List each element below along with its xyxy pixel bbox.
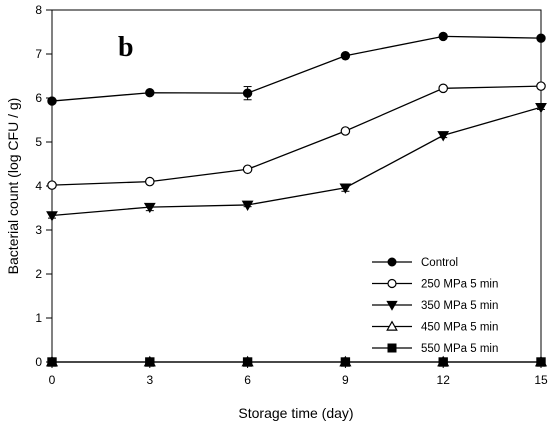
data-point bbox=[387, 278, 397, 289]
legend-label: 350 MPa 5 min bbox=[421, 300, 498, 312]
data-point bbox=[340, 51, 351, 61]
legend-label: 550 MPa 5 min bbox=[421, 343, 498, 355]
data-point bbox=[437, 131, 450, 142]
data-point bbox=[242, 357, 253, 367]
y-axis-title: Bacterial count (log CFU / g) bbox=[5, 98, 21, 275]
data-point bbox=[241, 200, 254, 211]
y-tick-label: 1 bbox=[35, 311, 42, 325]
data-point bbox=[535, 102, 547, 114]
series bbox=[46, 102, 547, 222]
x-tick-label: 12 bbox=[437, 373, 451, 387]
data-point bbox=[438, 83, 448, 94]
legend-item: 550 MPa 5 min bbox=[372, 343, 498, 355]
x-tick-label: 15 bbox=[534, 373, 548, 387]
x-tick-label: 6 bbox=[244, 373, 251, 387]
data-point bbox=[340, 357, 351, 367]
series-line bbox=[51, 35, 542, 102]
series bbox=[47, 357, 546, 367]
legend-item: 250 MPa 5 min bbox=[372, 279, 498, 291]
y-tick-label: 7 bbox=[35, 47, 42, 61]
y-tick-label: 3 bbox=[35, 223, 42, 237]
legend-item: Control bbox=[372, 257, 458, 269]
x-tick-label: 3 bbox=[146, 373, 153, 387]
legend-label: Control bbox=[421, 257, 458, 269]
y-tick-label: 0 bbox=[35, 355, 42, 369]
data-point bbox=[339, 183, 352, 194]
data-point bbox=[387, 343, 397, 353]
legend-label: 450 MPa 5 min bbox=[421, 322, 498, 334]
data-point bbox=[242, 164, 253, 175]
y-tick-label: 4 bbox=[35, 179, 42, 193]
data-point bbox=[386, 320, 398, 331]
data-point bbox=[46, 211, 58, 222]
y-tick-label: 5 bbox=[35, 135, 42, 149]
data-point bbox=[47, 180, 57, 190]
panel-label: b bbox=[118, 32, 134, 63]
data-point bbox=[340, 126, 351, 136]
data-point bbox=[536, 81, 546, 91]
legend-item: 350 MPa 5 min bbox=[372, 300, 498, 312]
data-point bbox=[47, 96, 57, 106]
data-point bbox=[536, 33, 546, 43]
series bbox=[47, 81, 546, 190]
series-line bbox=[51, 106, 542, 217]
series bbox=[47, 31, 546, 106]
data-point bbox=[387, 257, 397, 267]
data-point bbox=[438, 357, 448, 367]
data-point bbox=[536, 357, 546, 367]
legend-item: 450 MPa 5 min bbox=[372, 320, 498, 334]
series-line bbox=[51, 85, 542, 186]
legend: Control 250 MPa 5 min 350 MPa 5 min 450 MPa… bbox=[372, 257, 498, 355]
data-point bbox=[145, 88, 155, 98]
series-group bbox=[45, 31, 548, 367]
data-point bbox=[386, 300, 398, 311]
y-tick-label: 2 bbox=[35, 267, 42, 281]
x-tick-label: 0 bbox=[49, 373, 56, 387]
y-tick-label: 6 bbox=[35, 91, 42, 105]
x-axis-title: Storage time (day) bbox=[238, 405, 353, 421]
data-point bbox=[143, 202, 156, 214]
x-tick-label: 9 bbox=[342, 373, 349, 387]
legend-label: 250 MPa 5 min bbox=[421, 279, 498, 291]
data-point bbox=[242, 88, 253, 98]
y-tick-label: 8 bbox=[35, 3, 42, 17]
data-point bbox=[145, 176, 155, 187]
data-point bbox=[145, 357, 155, 367]
data-point bbox=[438, 31, 448, 42]
data-point bbox=[47, 357, 57, 367]
